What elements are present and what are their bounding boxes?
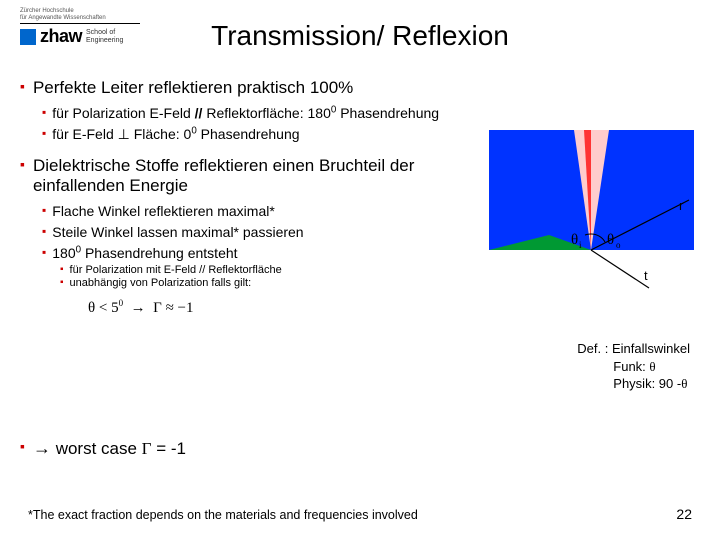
bullet-2-sub3: ▪ 1800 Phasendrehung entsteht — [42, 244, 462, 263]
def-line3: Physik: 90 -θ — [577, 375, 690, 393]
svg-text:t: t — [644, 268, 648, 283]
definition-box: Def. : Einfallswinkel Funk: θ Physik: 90… — [577, 340, 690, 393]
logo-tiny1: Zürcher Hochschule — [20, 8, 150, 15]
slide-title: Transmission/ Reflexion — [0, 20, 720, 52]
bullet-1-sub1: ▪ für Polarization E-Feld // Reflektorfl… — [42, 104, 700, 123]
def-line1: Def. : Einfallswinkel — [577, 340, 690, 358]
bullet-2-sub1: ▪ Flache Winkel reflektieren maximal* — [42, 202, 462, 221]
footnote: *The exact fraction depends on the mater… — [28, 508, 418, 522]
bullet-2: ▪ Dielektrische Stoffe reflektieren eine… — [20, 156, 440, 196]
svg-text:o: o — [616, 240, 621, 250]
bullet-2-sub2: ▪ Steile Winkel lassen maximal* passiere… — [42, 223, 462, 242]
bullet-2-sub3-sub2: ▪ unabhängig von Polarization falls gilt… — [60, 277, 462, 289]
svg-text:r: r — [679, 198, 684, 213]
formula: θ < 50 → Γ ≈ −1 — [82, 296, 200, 319]
svg-text:θ: θ — [607, 232, 614, 248]
reflection-diagram: θ i θ o r t — [489, 130, 694, 290]
bullet-2-sub3-sub1: ▪ für Polarization mit E-Feld // Reflekt… — [60, 264, 462, 276]
svg-text:θ: θ — [571, 232, 578, 248]
bullet-worst: ▪ → worst case Γ = -1 — [20, 438, 186, 459]
page-number: 22 — [676, 506, 692, 522]
def-line2: Funk: θ — [577, 358, 690, 376]
bullet-1: ▪ Perfekte Leiter reflektieren praktisch… — [20, 78, 700, 98]
